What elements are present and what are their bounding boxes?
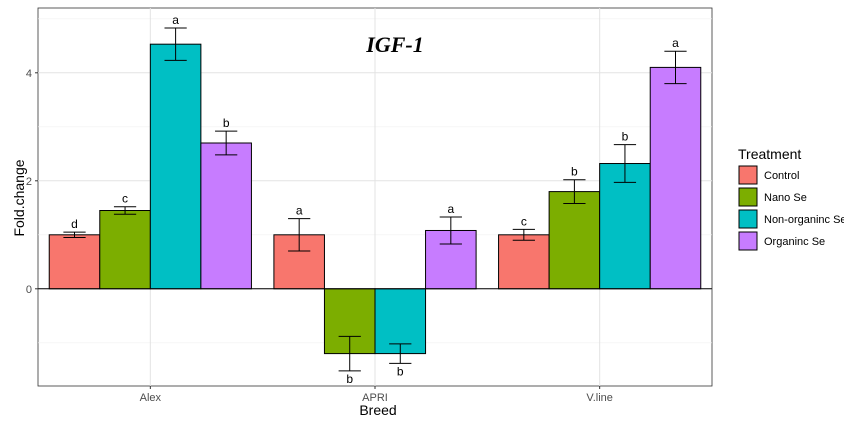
significance-letter: c: [521, 214, 527, 228]
bar: [548, 191, 601, 290]
significance-letter: b: [571, 165, 578, 179]
legend-label: Control: [764, 170, 799, 182]
x-axis: Alex APRI V.line: [140, 386, 613, 404]
x-tick-label: Alex: [140, 392, 162, 404]
bar: [649, 66, 702, 290]
legend-key: [738, 209, 758, 229]
error-bars-layer: [63, 27, 687, 372]
bar: [200, 142, 252, 290]
legend-label: Non-organinc Se: [764, 214, 844, 226]
y-tick-label: 0: [26, 284, 32, 296]
significance-letter: d: [71, 217, 78, 231]
legend-key: [738, 187, 758, 207]
significance-letters-layer: d a c c b b a b b b a a: [71, 13, 679, 386]
legend: Treatment Control Nano Se Non-organinc Se O…: [738, 146, 844, 251]
legend-title: Treatment: [738, 146, 801, 162]
bar: [99, 210, 151, 290]
y-tick-label: 4: [26, 68, 32, 80]
chart-title: IGF-1: [365, 32, 423, 57]
bar: [374, 288, 427, 355]
legend-key: [738, 231, 758, 251]
x-tick-label: APRI: [362, 392, 388, 404]
bar: [149, 43, 202, 290]
legend-key: [738, 165, 758, 185]
significance-letter: b: [346, 372, 353, 386]
y-axis: 0 2 4: [26, 68, 38, 296]
significance-letter: b: [223, 116, 230, 130]
significance-letter: b: [397, 364, 404, 378]
bar: [599, 163, 651, 290]
y-axis-title: Fold.change: [11, 159, 27, 236]
x-axis-title: Breed: [359, 402, 396, 418]
significance-letter: a: [447, 202, 454, 216]
significance-letter: a: [172, 13, 179, 27]
significance-letter: a: [672, 36, 679, 50]
bar: [498, 234, 550, 290]
significance-letter: c: [122, 192, 128, 206]
legend-label: Organinc Se: [764, 236, 825, 248]
x-tick-label: V.line: [586, 392, 613, 404]
significance-letter: b: [622, 130, 629, 144]
y-tick-label: 2: [26, 176, 32, 188]
legend-label: Nano Se: [764, 192, 807, 204]
bar: [48, 234, 101, 290]
significance-letter: a: [296, 204, 303, 218]
